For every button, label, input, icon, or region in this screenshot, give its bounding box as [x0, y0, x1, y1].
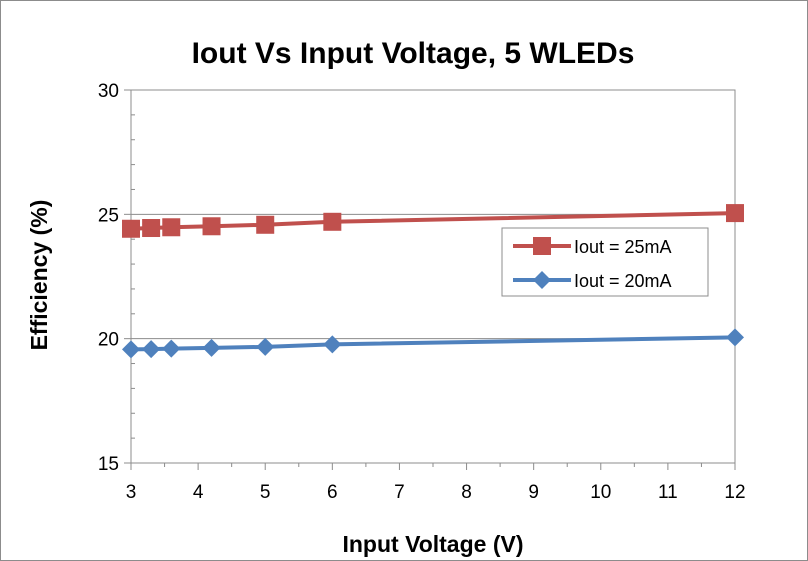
- x-tick-label: 12: [724, 482, 745, 503]
- data-point: [202, 217, 221, 236]
- data-point: [256, 215, 275, 234]
- data-point: [122, 219, 140, 238]
- x-tick-label: 5: [260, 482, 271, 503]
- y-tick-label: 20: [98, 330, 119, 351]
- x-axis-title: Input Voltage (V): [342, 531, 523, 557]
- legend-label: Iout = 25mA: [574, 237, 672, 257]
- chart-title: Iout Vs Input Voltage, 5 WLEDs: [192, 37, 635, 70]
- x-tick-label: 8: [461, 482, 472, 503]
- series-iout-20ma: [122, 328, 744, 359]
- legend-label: Iout = 20mA: [574, 271, 672, 291]
- series-iout-25ma: [122, 204, 744, 238]
- series-line: [130, 211, 736, 231]
- x-tick-label: 4: [193, 482, 204, 503]
- y-tick-label: 30: [98, 81, 119, 102]
- legend: Iout = 25mA Iout = 20mA: [501, 227, 709, 297]
- data-point: [162, 218, 181, 237]
- series-line: [130, 335, 736, 352]
- x-tick-label: 10: [590, 482, 611, 503]
- data-point: [142, 340, 161, 359]
- data-point: [256, 337, 275, 356]
- data-point: [142, 219, 161, 238]
- y-axis-title: Efficiency (%): [26, 200, 52, 351]
- legend-marker: [533, 271, 551, 289]
- data-point: [323, 212, 342, 231]
- x-tick-label: 9: [528, 482, 539, 503]
- y-tick-label: 15: [98, 454, 119, 475]
- data-point: [202, 338, 221, 357]
- x-tick-label: 11: [658, 482, 678, 503]
- data-point: [323, 335, 342, 354]
- data-point: [162, 339, 181, 358]
- data-point: [726, 328, 744, 347]
- data-point: [726, 204, 744, 223]
- x-tick-label: 3: [126, 482, 137, 503]
- y-tick-label: 25: [98, 205, 119, 226]
- series: [122, 204, 744, 359]
- legend-marker: [533, 237, 551, 255]
- x-tick-label: 7: [394, 482, 405, 503]
- x-tick-label: 6: [327, 482, 338, 503]
- data-point: [122, 340, 140, 359]
- axes: 15 20 25 30 3 4 5 6 7 8 9 10 11 12: [98, 81, 746, 503]
